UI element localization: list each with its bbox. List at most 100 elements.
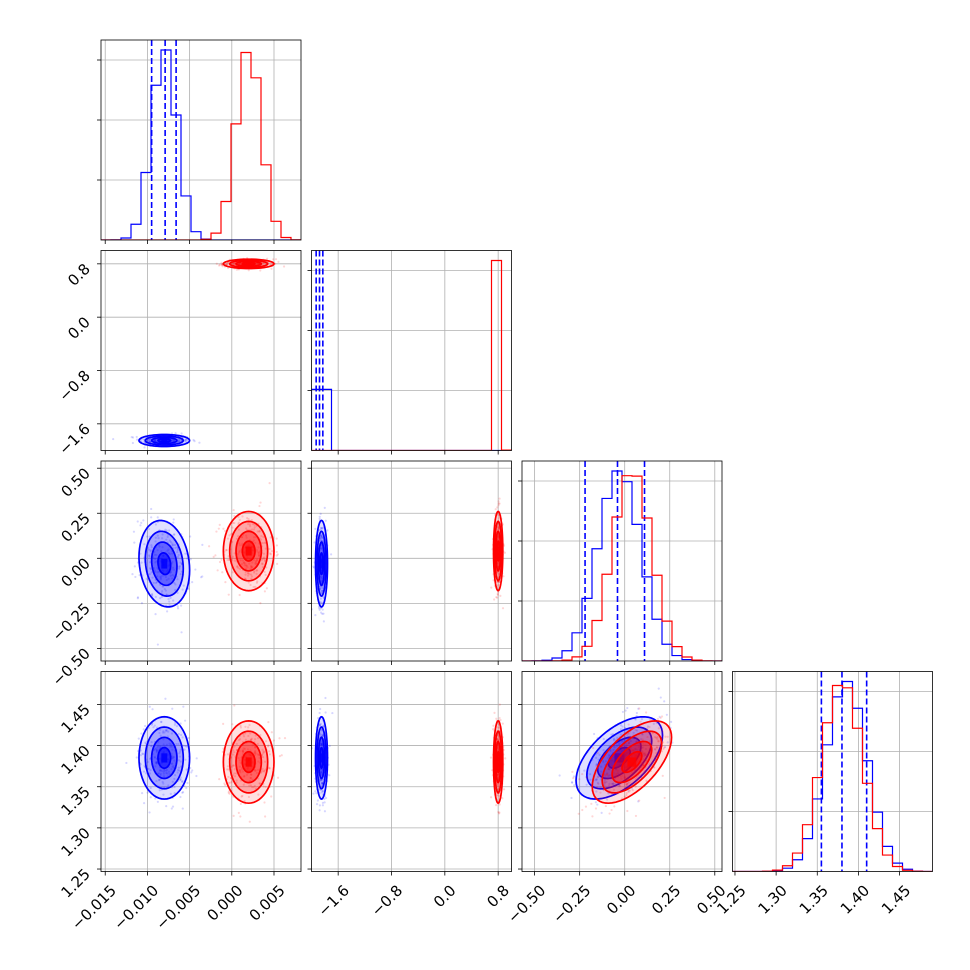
scatter-point	[168, 529, 171, 532]
scatter-point	[324, 711, 327, 714]
scatter-point	[167, 577, 170, 580]
scatter-point	[640, 737, 643, 741]
scatter-point	[218, 777, 221, 781]
histogram-series-0	[101, 49, 301, 240]
scatter-point	[153, 439, 157, 442]
scatter-point	[263, 760, 267, 763]
scatter-point	[612, 737, 616, 741]
scatter-point	[267, 721, 270, 724]
panel-frame	[311, 250, 512, 451]
scatter-point	[227, 768, 230, 771]
scatter-point	[173, 759, 176, 762]
scatter-point	[231, 723, 234, 726]
scatter-point	[602, 752, 605, 755]
scatter-point	[242, 747, 245, 750]
scatter-point	[233, 521, 236, 525]
scatter-point	[159, 774, 162, 777]
scatter-point	[227, 781, 231, 784]
scatter-point	[184, 438, 187, 441]
scatter-point	[496, 528, 499, 531]
scatter-point	[165, 728, 168, 732]
scatter-point	[642, 754, 646, 757]
scatter-point	[640, 766, 643, 769]
histogram-panel-0	[97, 39, 302, 244]
scatter-point	[320, 575, 324, 578]
scatter-point	[634, 748, 637, 751]
scatter-point	[165, 769, 168, 772]
scatter-point	[626, 783, 629, 786]
scatter-point	[258, 504, 261, 508]
scatter-point	[182, 744, 185, 747]
scatter-point	[167, 730, 170, 733]
scatter-point	[183, 719, 187, 722]
scatter-point	[140, 792, 144, 795]
scatter-point	[638, 799, 641, 802]
scatter-point	[163, 769, 166, 772]
scatter-point	[319, 537, 322, 540]
scatter-point	[573, 784, 576, 787]
scatter-point	[247, 523, 250, 526]
scatter-point	[178, 567, 181, 570]
scatter-point	[149, 567, 152, 570]
y-tick-label: 0.25	[57, 509, 93, 545]
scatter-point	[244, 573, 247, 576]
scatter-point	[249, 776, 253, 780]
scatter-point	[634, 814, 638, 818]
scatter-point	[578, 778, 581, 781]
scatter-point	[222, 722, 225, 726]
scatter-point	[644, 754, 648, 757]
scatter-point	[621, 740, 624, 743]
scatter-point	[253, 784, 256, 788]
scatter-point	[623, 776, 626, 779]
scatter-point	[149, 786, 152, 790]
y-tick-label: 0.0	[64, 313, 94, 343]
scatter-point	[497, 773, 500, 776]
scatter-point	[498, 703, 501, 706]
scatter-point	[237, 738, 241, 742]
scatter-point	[642, 751, 645, 754]
scatter-point	[489, 796, 493, 799]
panel-frame	[311, 671, 512, 872]
scatter-point	[142, 752, 145, 756]
scatter-point	[178, 769, 181, 772]
scatter-point	[646, 725, 649, 728]
scatter-point	[499, 594, 502, 598]
scatter-point	[225, 549, 228, 552]
scatter-point	[572, 777, 575, 780]
scatter-point	[496, 596, 499, 599]
scatter-point	[168, 600, 171, 603]
scatter-point	[312, 792, 315, 795]
scatter-point	[167, 784, 170, 787]
scatter-point	[320, 742, 323, 746]
scatter-point	[165, 805, 168, 808]
scatter-point	[263, 559, 267, 563]
scatter-point	[266, 257, 269, 260]
scatter-point	[625, 793, 628, 797]
scatter-point	[238, 769, 241, 772]
scatter-point	[620, 758, 623, 761]
scatter-point	[625, 751, 628, 754]
scatter-point	[240, 536, 243, 539]
scatter-point	[321, 781, 324, 784]
scatter-point	[158, 731, 161, 735]
scatter-point	[177, 439, 181, 443]
scatter-point	[142, 770, 146, 773]
scatter-point	[226, 768, 229, 771]
scatter-point	[328, 744, 331, 747]
scatter-point	[320, 586, 323, 589]
scatter-point	[154, 438, 157, 442]
scatter-point	[489, 756, 493, 759]
scatter-point	[492, 728, 495, 731]
scatter-point	[627, 742, 631, 745]
scatter-point	[195, 757, 198, 760]
scatter-point	[146, 791, 149, 794]
scatter-point	[645, 779, 648, 782]
scatter-point	[241, 559, 245, 562]
scatter-point	[148, 772, 152, 775]
scatter-point	[602, 737, 605, 741]
scatter-point	[498, 811, 501, 814]
scatter-point	[184, 440, 188, 443]
scatter-point	[150, 593, 154, 596]
scatter-point	[258, 756, 261, 760]
scatter-point	[321, 612, 324, 615]
